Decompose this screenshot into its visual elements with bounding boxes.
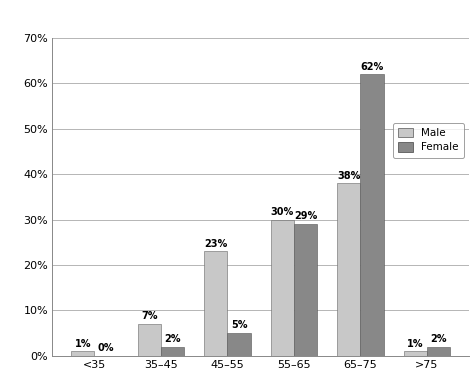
Text: 2%: 2% [164, 334, 181, 344]
Text: 7%: 7% [141, 311, 157, 321]
Text: 29%: 29% [294, 212, 317, 221]
Text: www.medscape.com: www.medscape.com [138, 10, 260, 23]
Text: 62%: 62% [361, 61, 384, 72]
Bar [204, 251, 228, 356]
Text: 1%: 1% [74, 339, 91, 348]
Bar [137, 324, 161, 356]
Bar [361, 74, 384, 356]
Text: Source: Prev Cardiol © 2003 Le Jacq Communications, Inc.: Source: Prev Cardiol © 2003 Le Jacq Comm… [246, 375, 469, 384]
Bar [404, 351, 427, 356]
Legend: Male, Female: Male, Female [393, 123, 464, 158]
Text: Medscape®: Medscape® [9, 10, 87, 23]
Bar [294, 224, 317, 356]
Bar [427, 347, 450, 356]
Bar [161, 347, 184, 356]
Text: 1%: 1% [407, 339, 424, 348]
Bar [228, 333, 251, 356]
Bar [271, 220, 294, 356]
Text: 5%: 5% [231, 320, 247, 330]
Text: 2%: 2% [430, 334, 447, 344]
Text: 30%: 30% [271, 207, 294, 217]
Text: 23%: 23% [204, 239, 228, 249]
Bar [337, 183, 361, 356]
Text: 0%: 0% [98, 343, 114, 353]
Text: 38%: 38% [337, 170, 361, 181]
Bar [71, 351, 94, 356]
